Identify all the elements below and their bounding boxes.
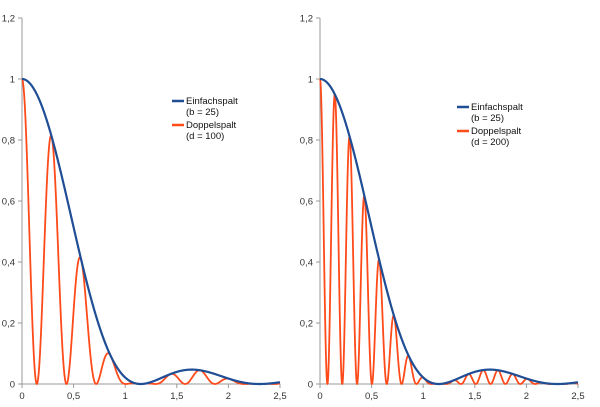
x-tick-label: 1,5 — [170, 391, 183, 402]
y-tick-label: 0,6 — [300, 197, 313, 208]
legend-label: Einfachspalt — [186, 96, 238, 107]
y-tick-label: 0,6 — [2, 197, 15, 208]
y-tick-label: 0,2 — [2, 319, 15, 330]
x-tick-label: 2,5 — [571, 391, 584, 402]
x-tick-label: 0 — [19, 391, 24, 402]
y-tick-label: 1 — [308, 75, 313, 86]
x-tick-label: 2 — [524, 391, 529, 402]
legend-label-sub: (b = 25) — [186, 107, 219, 118]
x-tick-label: 2 — [226, 391, 231, 402]
series-doppelspalt-line — [319, 78, 579, 385]
y-tick-label: 0,2 — [300, 319, 313, 330]
y-tick-label: 0 — [10, 380, 15, 391]
legend-label: Doppelspalt — [186, 120, 237, 131]
y-tick-label: 0,4 — [2, 258, 15, 269]
y-tick-label: 1 — [10, 75, 15, 86]
legend-label-sub: (b = 25) — [471, 113, 504, 124]
legend-label-sub: (d = 200) — [471, 137, 509, 148]
y-tick-label: 0 — [308, 380, 313, 391]
y-tick-label: 0,8 — [300, 136, 313, 147]
x-tick-label: 1 — [123, 391, 128, 402]
legend-label: Einfachspalt — [471, 102, 523, 113]
y-tick-label: 0,8 — [2, 136, 15, 147]
legend: Einfachspalt(b = 25) Doppelspalt(d = 200) — [457, 102, 523, 148]
legend: Einfachspalt(b = 25) Doppelspalt(d = 100) — [172, 96, 238, 142]
series-einfachspalt-line — [319, 77, 579, 386]
x-tick-label: 0,5 — [67, 391, 80, 402]
legend-label: Doppelspalt — [471, 126, 522, 137]
legend-label-sub: (d = 100) — [186, 131, 224, 142]
y-tick-label: 1,2 — [300, 14, 313, 25]
x-tick-label: 2,5 — [273, 391, 286, 402]
x-tick-label: 1 — [421, 391, 426, 402]
y-tick-label: 0,4 — [300, 258, 313, 269]
chart-panel-1: 0 0,2 0,4 0,6 0,8 1 1,2 0 0,5 1 1,5 2 2,5 Einfachspal… — [2, 14, 287, 403]
chart-panel-2: 0 0,2 0,4 0,6 0,8 1 1,2 0 0,5 1 1,5 2 2,5 Einfachspal… — [300, 14, 585, 403]
y-tick-label: 1,2 — [2, 14, 15, 25]
x-tick-label: 0,5 — [365, 391, 378, 402]
series-einfachspalt-line — [21, 77, 281, 386]
x-tick-label: 0 — [317, 391, 322, 402]
series-doppelspalt-line — [21, 78, 281, 385]
x-tick-label: 1,5 — [468, 391, 481, 402]
